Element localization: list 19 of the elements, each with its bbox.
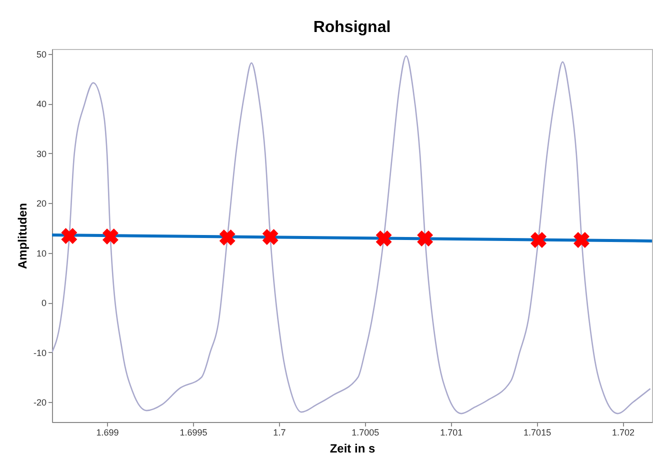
x-tick-label: 1.699 bbox=[96, 428, 119, 438]
y-tick-label: 0 bbox=[41, 298, 46, 308]
x-tick-label: 1.7015 bbox=[524, 428, 552, 438]
y-tick-label: 30 bbox=[36, 148, 46, 159]
y-tick-label: 10 bbox=[36, 248, 46, 258]
x-axis-title: Zeit in s bbox=[330, 442, 376, 456]
chart-title: Rohsignal bbox=[313, 19, 391, 36]
y-tick-label: 50 bbox=[36, 49, 46, 60]
y-tick-label: 40 bbox=[36, 99, 46, 110]
line-series bbox=[52, 55, 651, 414]
y-tick-label: -20 bbox=[33, 398, 46, 408]
x-tick-label: 1.7005 bbox=[352, 428, 380, 438]
y-axis-title: Amplituden bbox=[15, 203, 30, 269]
x-tick-label: 1.7 bbox=[273, 428, 286, 438]
y-tick-label: -10 bbox=[33, 348, 46, 358]
x-tick-label: 1.701 bbox=[440, 428, 463, 438]
x-tick-label: 1.6995 bbox=[180, 428, 208, 438]
x-tick-label: 1.702 bbox=[612, 428, 635, 438]
y-tick-label: 20 bbox=[36, 198, 46, 209]
